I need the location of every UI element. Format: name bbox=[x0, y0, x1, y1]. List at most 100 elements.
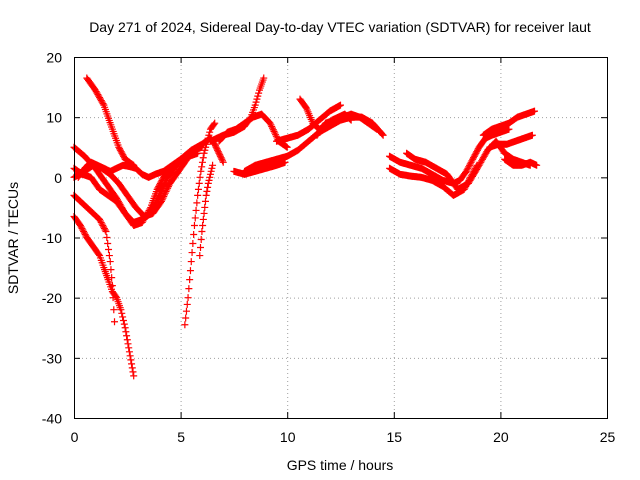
data-point bbox=[183, 300, 191, 308]
data-point bbox=[505, 125, 513, 133]
data-point bbox=[217, 154, 225, 162]
data-point bbox=[119, 313, 127, 321]
data-point bbox=[105, 246, 113, 254]
data-point bbox=[200, 149, 208, 157]
data-point bbox=[255, 89, 263, 97]
data-point bbox=[218, 155, 226, 163]
chart-title: Day 271 of 2024, Sidereal Day-to-day VTE… bbox=[89, 19, 591, 35]
data-point bbox=[163, 186, 171, 194]
series-arc-t bbox=[479, 107, 539, 139]
data-point bbox=[181, 321, 189, 329]
data-point bbox=[79, 226, 87, 234]
data-point bbox=[219, 158, 227, 166]
data-point bbox=[211, 142, 219, 150]
y-tick-label: -20 bbox=[42, 290, 62, 306]
data-point bbox=[266, 119, 274, 127]
data-point bbox=[302, 103, 310, 111]
data-point bbox=[268, 124, 276, 132]
data-point bbox=[205, 176, 213, 184]
data-point bbox=[155, 182, 163, 190]
data-point bbox=[198, 227, 206, 235]
data-point bbox=[197, 167, 205, 175]
data-point bbox=[202, 191, 210, 199]
data-point bbox=[212, 143, 220, 151]
data-point bbox=[206, 173, 214, 181]
data-point bbox=[101, 226, 109, 234]
axis-ticks: 0 5 10 15 20 25 -40 -30 -20 -10 0 10 20 bbox=[42, 50, 616, 446]
data-point bbox=[116, 145, 124, 153]
data-point bbox=[125, 348, 133, 356]
data-point bbox=[472, 149, 480, 157]
data-point bbox=[283, 143, 291, 151]
data-point bbox=[186, 276, 194, 284]
data-point bbox=[117, 148, 125, 156]
data-point bbox=[197, 236, 205, 244]
data-point bbox=[206, 128, 214, 136]
data-point bbox=[96, 217, 104, 225]
data-point bbox=[267, 121, 275, 129]
data-point bbox=[270, 127, 278, 135]
data-point bbox=[118, 309, 126, 317]
data-point bbox=[100, 223, 108, 231]
data-point bbox=[97, 218, 105, 226]
data-point bbox=[206, 170, 214, 178]
data-point bbox=[192, 206, 200, 214]
data-point bbox=[120, 152, 128, 160]
data-point bbox=[80, 227, 88, 235]
data-point bbox=[99, 221, 107, 229]
data-point bbox=[77, 223, 85, 231]
data-point bbox=[160, 192, 168, 200]
data-point bbox=[194, 149, 202, 157]
data-point bbox=[260, 74, 268, 82]
data-point bbox=[462, 167, 470, 175]
data-point bbox=[110, 306, 118, 314]
data-point bbox=[186, 267, 194, 275]
data-point bbox=[123, 332, 131, 340]
data-point bbox=[473, 146, 481, 154]
series-arc-u bbox=[486, 131, 536, 151]
data-point bbox=[477, 158, 485, 166]
data-point bbox=[216, 152, 224, 160]
series-arc-a bbox=[70, 212, 138, 380]
data-point bbox=[199, 221, 207, 229]
data-point bbox=[108, 282, 116, 290]
data-point bbox=[531, 107, 539, 115]
data-point bbox=[466, 160, 474, 168]
data-point bbox=[156, 181, 164, 189]
data-point bbox=[130, 372, 138, 380]
data-point bbox=[463, 166, 471, 174]
data-point bbox=[191, 214, 199, 222]
data-point bbox=[207, 167, 215, 175]
data-point bbox=[99, 100, 107, 108]
data-point bbox=[188, 249, 196, 257]
data-point bbox=[124, 340, 132, 348]
data-point bbox=[98, 98, 106, 106]
data-point bbox=[210, 120, 218, 128]
data-point bbox=[480, 152, 488, 160]
data-point bbox=[268, 122, 276, 130]
data-points bbox=[70, 74, 541, 380]
data-point bbox=[468, 157, 476, 165]
data-point bbox=[465, 163, 473, 171]
data-point bbox=[198, 158, 206, 166]
x-tick-label: 20 bbox=[493, 429, 509, 445]
data-point bbox=[96, 95, 104, 103]
plot-frame bbox=[74, 57, 608, 419]
data-point bbox=[94, 91, 102, 99]
data-point bbox=[116, 146, 124, 154]
data-point bbox=[126, 352, 134, 360]
data-point bbox=[467, 158, 475, 166]
data-point bbox=[378, 130, 386, 138]
data-point bbox=[127, 356, 135, 364]
y-tick-label: -30 bbox=[42, 350, 62, 366]
data-point bbox=[122, 328, 130, 336]
data-point bbox=[251, 101, 259, 109]
data-point bbox=[253, 95, 261, 103]
data-point bbox=[199, 215, 207, 223]
data-point bbox=[337, 101, 344, 109]
data-point bbox=[372, 125, 380, 133]
data-point bbox=[164, 184, 172, 192]
data-point bbox=[182, 314, 190, 322]
